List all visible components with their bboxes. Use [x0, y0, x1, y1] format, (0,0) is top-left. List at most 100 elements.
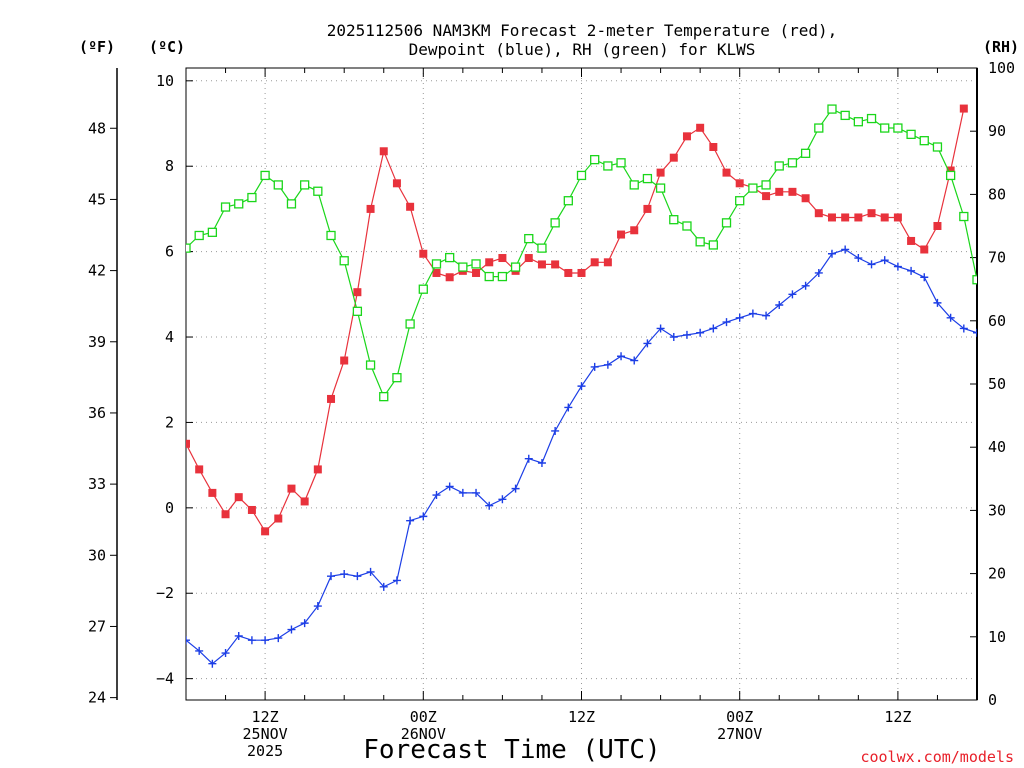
- data-point: [577, 382, 586, 391]
- data-point: [551, 426, 560, 435]
- data-point: [959, 324, 968, 333]
- data-point: [669, 333, 678, 342]
- rh-tick-label: 90: [988, 122, 1006, 140]
- unit-label-fahrenheit: (ºF): [79, 38, 115, 56]
- rh-tick-label: 0: [988, 691, 997, 709]
- data-point: [286, 199, 297, 209]
- data-point: [867, 260, 876, 269]
- data-point: [564, 403, 573, 412]
- data-point: [973, 328, 977, 337]
- data-point: [406, 202, 415, 211]
- celsius-tick-label: 2: [165, 413, 174, 431]
- rh-tick-label: 30: [988, 501, 1006, 519]
- data-point: [365, 360, 376, 370]
- data-point: [392, 179, 401, 188]
- data-point: [814, 209, 823, 218]
- data-point: [735, 313, 744, 322]
- celsius-tick-label: 4: [165, 328, 174, 346]
- axis-ticks: −4−2024681024273033363942454801020304050…: [88, 59, 1015, 760]
- fahrenheit-tick-label: 36: [88, 404, 106, 422]
- data-point: [617, 230, 626, 239]
- data-point: [498, 254, 507, 263]
- chart-title-line-1: 2025112506 NAM3KM Forecast 2-meter Tempe…: [327, 21, 838, 40]
- data-point: [880, 213, 889, 222]
- data-point: [510, 262, 521, 272]
- data-point: [972, 275, 977, 285]
- data-point: [669, 153, 678, 162]
- data-point: [537, 243, 547, 253]
- data-point: [208, 659, 217, 668]
- celsius-tick-label: −2: [156, 584, 174, 602]
- data-point: [656, 324, 665, 333]
- data-point: [458, 488, 467, 497]
- x-tick-label: 12Z: [568, 708, 595, 726]
- series-dewpoint: [186, 245, 994, 668]
- data-point: [920, 245, 929, 254]
- data-point: [471, 259, 481, 269]
- data-point: [472, 488, 481, 497]
- data-point: [274, 514, 283, 523]
- data-point: [379, 582, 388, 591]
- data-point: [260, 170, 270, 181]
- data-point: [986, 344, 994, 352]
- data-point: [194, 230, 204, 241]
- unit-label-celsius: (ºC): [149, 38, 185, 56]
- data-point: [708, 240, 718, 250]
- data-point: [801, 194, 810, 203]
- data-point: [221, 510, 230, 519]
- fahrenheit-tick-label: 30: [88, 546, 106, 564]
- data-point: [682, 132, 691, 141]
- data-point: [353, 572, 362, 581]
- data-point: [300, 619, 309, 628]
- data-point: [418, 284, 428, 294]
- data-point: [906, 129, 916, 140]
- data-point: [800, 148, 811, 158]
- data-point: [366, 204, 375, 213]
- data-point: [932, 142, 943, 152]
- data-point: [524, 254, 533, 263]
- data-point: [933, 298, 942, 307]
- data-point: [893, 213, 902, 222]
- data-point: [274, 634, 283, 643]
- data-point: [775, 301, 784, 309]
- data-point: [339, 256, 349, 266]
- rh-tick-label: 80: [988, 185, 1006, 203]
- fahrenheit-tick-label: 48: [88, 119, 106, 137]
- data-point: [682, 330, 691, 339]
- data-point: [907, 236, 916, 245]
- data-point: [445, 273, 454, 282]
- data-point: [722, 318, 731, 327]
- data-point: [722, 168, 731, 177]
- data-point: [406, 516, 415, 525]
- data-point: [959, 211, 969, 222]
- data-point: [551, 260, 560, 269]
- data-point: [445, 252, 455, 263]
- data-point: [458, 262, 468, 272]
- data-point: [273, 180, 283, 190]
- data-point: [840, 110, 850, 121]
- data-point: [709, 324, 718, 333]
- data-point: [432, 491, 441, 500]
- data-point: [485, 501, 494, 510]
- data-point: [761, 180, 771, 190]
- data-point: [854, 254, 863, 263]
- chart-title-line-2: Dewpoint (blue), RH (green) for KLWS: [409, 40, 756, 59]
- rh-tick-label: 10: [988, 628, 1006, 646]
- x-tick-label: 25NOV: [243, 725, 288, 743]
- rh-tick-label: 40: [988, 438, 1006, 456]
- x-tick-label: 26NOV: [401, 725, 446, 743]
- data-point: [511, 484, 520, 493]
- data-point: [946, 313, 955, 322]
- data-point: [880, 256, 889, 265]
- fahrenheit-tick-label: 27: [88, 617, 106, 635]
- data-point: [353, 288, 362, 297]
- data-point: [880, 123, 890, 133]
- data-point: [564, 268, 573, 277]
- data-point: [853, 117, 863, 127]
- data-point: [630, 226, 639, 235]
- data-point: [287, 625, 296, 634]
- data-point: [261, 636, 270, 645]
- x-tick-label: 12Z: [252, 708, 279, 726]
- data-point: [207, 227, 218, 237]
